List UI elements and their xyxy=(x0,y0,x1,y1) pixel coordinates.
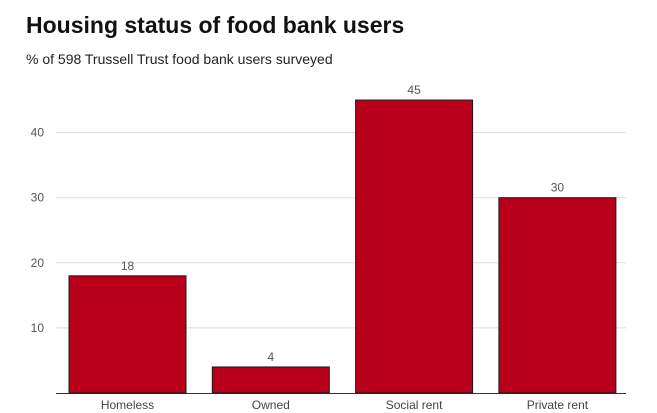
data-label-private-rent: 30 xyxy=(551,181,565,195)
data-label-owned: 4 xyxy=(267,350,274,364)
bar-owned xyxy=(211,366,330,394)
data-label-social-rent: 45 xyxy=(407,83,421,97)
x-tick-label-homeless: Homeless xyxy=(101,398,154,412)
x-tick-label-owned: Owned xyxy=(252,398,290,412)
bar-homeless xyxy=(68,275,187,394)
x-tick-label-social-rent: Social rent xyxy=(386,398,443,412)
y-tick-label-10: 10 xyxy=(31,321,45,335)
bar-social-rent xyxy=(355,99,474,394)
y-tick-label-40: 40 xyxy=(31,126,45,140)
chart-title: Housing status of food bank users xyxy=(26,12,405,38)
x-tick-label-private-rent: Private rent xyxy=(527,398,589,412)
bars xyxy=(68,99,617,394)
y-tick-label-30: 30 xyxy=(31,191,45,205)
y-tick-label-20: 20 xyxy=(31,256,45,270)
chart-subtitle: % of 598 Trussell Trust food bank users … xyxy=(26,51,333,67)
data-label-homeless: 18 xyxy=(121,259,135,273)
bar-private-rent xyxy=(498,197,617,394)
labels: 10 20 30 40 18 Homeless 4 Owned 45 Social rent 30 P… xyxy=(31,83,589,412)
